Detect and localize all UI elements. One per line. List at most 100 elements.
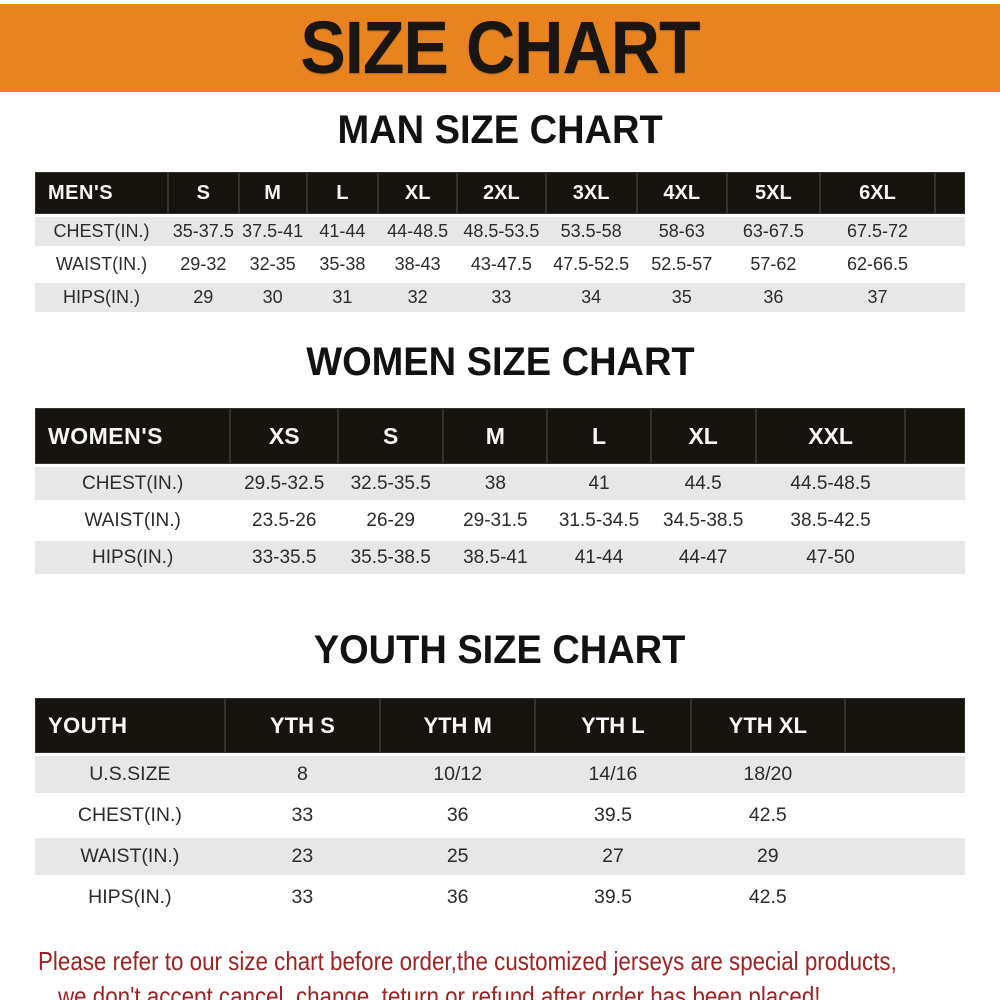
size-column-header: S [167,172,239,217]
page-title: SIZE CHART [300,6,700,89]
size-value-cell: 58-63 [636,217,727,250]
size-value-cell: 33 [457,283,546,316]
size-value-cell: 23 [224,838,381,879]
row-spacer [844,838,965,879]
measurement-row: HIPS(IN.) 33 36 39.5 42.5 [35,879,965,920]
size-value-cell: 31 [306,283,379,316]
size-value-cell: 35.5-38.5 [338,541,444,578]
size-value-cell: 29 [167,283,239,316]
measurement-row: WAIST(IN.) 23.5-26 26-29 29-31.5 31.5-34.5 34… [35,504,965,541]
measurement-row: HIPS(IN.) 29 30 31 32 33 34 35 36 37 [35,283,965,316]
size-column-header: YTH XL [690,698,845,756]
banner: SIZE CHART [0,4,1000,92]
table-header-row: WOMEN'S XS S M L XL XXL [35,408,965,467]
size-value-cell: 36 [380,797,536,838]
section-title-women-text: WOMEN SIZE CHART [305,340,695,384]
size-value-cell: 33 [224,797,381,838]
size-value-cell: 57-62 [726,250,820,283]
size-value-cell: 14/16 [535,756,691,797]
size-value-cell: 35-38 [306,250,379,283]
size-value-cell: 32.5-35.5 [338,467,444,504]
size-value-cell: 29-31.5 [443,504,548,541]
size-value-cell: 33-35.5 [230,541,339,578]
size-value-cell: 48.5-53.5 [457,217,546,250]
size-value-cell: 31.5-34.5 [547,504,651,541]
size-value-cell: 41-44 [547,541,651,578]
table-header-row: YOUTH YTH S YTH M YTH L YTH XL [35,698,965,756]
size-column-header: 4XL [636,172,727,217]
section-title-men-text: MAN SIZE CHART [337,108,663,152]
disclaimer-line-1-text: Please refer to our size chart before or… [38,946,897,976]
size-column-header: YTH M [380,698,536,756]
size-value-cell: 35-37.5 [167,217,239,250]
size-value-cell: 43-47.5 [457,250,546,283]
size-value-cell: 38.5-42.5 [755,504,906,541]
row-spacer [935,250,965,283]
size-value-cell: 36 [380,879,536,920]
header-group-label: YOUTH [35,698,225,756]
row-label: WAIST(IN.) [35,250,168,283]
measurement-row: WAIST(IN.) 23 25 27 29 [35,838,965,879]
header-spacer [935,172,965,217]
disclaimer: Please refer to our size chart before or… [0,944,1000,1000]
measurement-row: U.S.SIZE 8 10/12 14/16 18/20 [35,756,965,797]
size-value-cell: 38.5-41 [443,541,548,578]
size-value-cell: 26-29 [338,504,444,541]
size-value-cell: 27 [535,838,691,879]
size-value-cell: 8 [224,756,381,797]
size-value-cell: 67.5-72 [819,217,936,250]
row-spacer [844,879,965,920]
table-header-row: MEN'S S M L XL 2XL 3XL 4XL 5XL 6XL [35,172,965,217]
size-value-cell: 53.5-58 [545,217,637,250]
size-column-header: M [443,408,548,467]
size-column-header: XL [378,172,458,217]
size-value-cell: 32-35 [238,250,307,283]
disclaimer-line-2-text: we don't accept cancel, change, teturn o… [58,981,821,1000]
row-label: WAIST(IN.) [35,504,231,541]
size-value-cell: 41 [547,467,651,504]
size-value-cell: 52.5-57 [636,250,727,283]
header-spacer [905,408,965,467]
section-title-youth: YOUTH SIZE CHART [0,628,1000,672]
size-value-cell: 39.5 [535,797,691,838]
size-value-cell: 63-67.5 [726,217,820,250]
size-value-cell: 44-48.5 [378,217,458,250]
row-label: HIPS(IN.) [35,283,168,316]
size-value-cell: 36 [726,283,820,316]
size-value-cell: 47.5-52.5 [545,250,637,283]
size-value-cell: 34.5-38.5 [650,504,756,541]
row-spacer [935,217,965,250]
size-value-cell: 34 [545,283,637,316]
header-group-label: WOMEN'S [35,408,231,467]
measurement-row: WAIST(IN.) 29-32 32-35 35-38 38-43 43-47.5 47.… [35,250,965,283]
size-value-cell: 29 [690,838,845,879]
row-label: U.S.SIZE [35,756,225,797]
size-column-header: 6XL [819,172,936,217]
size-value-cell: 38-43 [378,250,458,283]
size-value-cell: 41-44 [306,217,379,250]
row-spacer [935,283,965,316]
size-column-header: 5XL [726,172,820,217]
measurement-row: HIPS(IN.) 33-35.5 35.5-38.5 38.5-41 41-44 44-… [35,541,965,578]
size-column-header: YTH S [224,698,381,756]
row-spacer [905,467,965,504]
row-label: CHEST(IN.) [35,467,231,504]
section-title-women: WOMEN SIZE CHART [0,340,1000,384]
disclaimer-line-2: we don't accept cancel, change, teturn o… [0,979,1000,1000]
row-label: CHEST(IN.) [35,797,225,838]
size-column-header: YTH L [535,698,691,756]
section-title-youth-text: YOUTH SIZE CHART [314,628,686,672]
row-label: HIPS(IN.) [35,541,231,578]
size-value-cell: 23.5-26 [230,504,339,541]
header-spacer [844,698,965,756]
size-value-cell: 35 [636,283,727,316]
size-value-cell: 30 [238,283,307,316]
row-spacer [844,797,965,838]
size-value-cell: 62-66.5 [819,250,936,283]
row-label: HIPS(IN.) [35,879,225,920]
measurement-row: CHEST(IN.) 33 36 39.5 42.5 [35,797,965,838]
size-value-cell: 18/20 [690,756,845,797]
size-column-header: XL [650,408,756,467]
youth-size-table: YOUTH YTH S YTH M YTH L YTH XL U.S.SIZE 8 10/12… [35,698,965,920]
